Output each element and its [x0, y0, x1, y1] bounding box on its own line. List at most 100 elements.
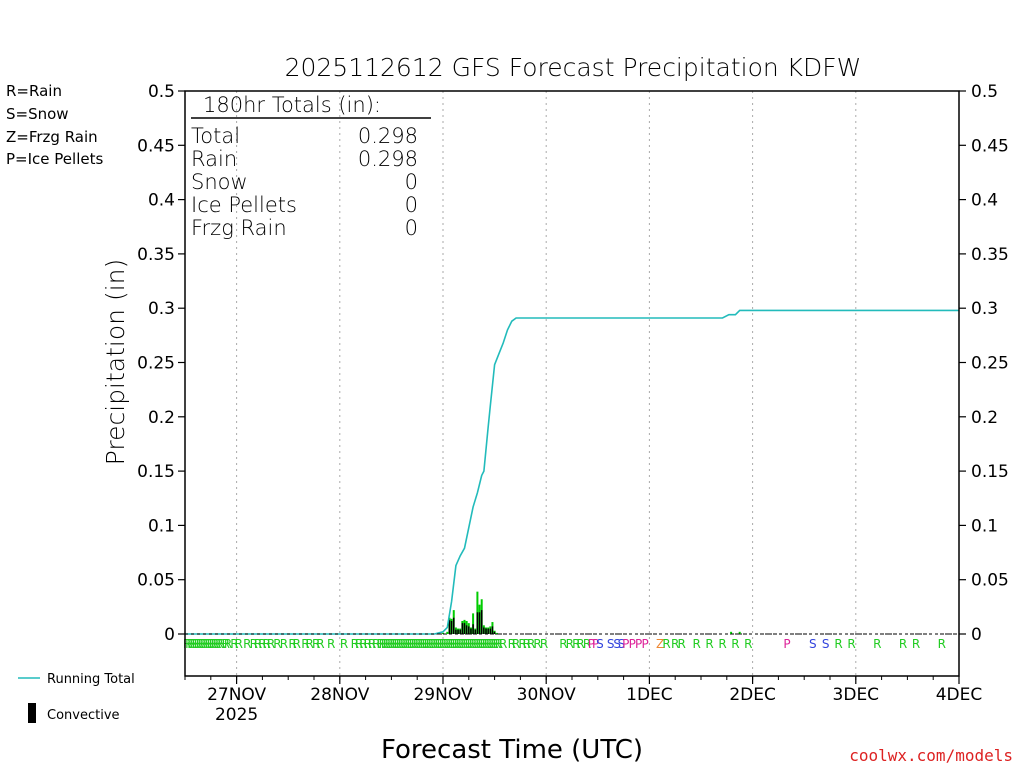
convective-bar — [489, 628, 492, 634]
y-tick-label: 0.5 — [148, 82, 175, 102]
ptype-marker: R — [533, 637, 541, 651]
convective-bar — [453, 617, 455, 634]
legend-ice-pellets: P=Ice Pellets — [6, 150, 103, 168]
y-tick-label-right: 0.4 — [971, 191, 998, 211]
ptype-marker: S — [618, 637, 626, 651]
precip-bar — [472, 613, 475, 634]
ptype-marker: R — [471, 637, 479, 651]
y-tick-label-right: 0.15 — [971, 462, 1009, 482]
ptype-marker: P — [629, 637, 636, 651]
totals-row-label: Ice Pellets — [191, 193, 297, 217]
ptype-marker: R — [368, 637, 376, 651]
ptype-marker: R — [398, 637, 406, 651]
ptype-marker: P — [588, 637, 595, 651]
ptype-marker: R — [428, 637, 436, 651]
x-tick-label: 4DEC — [936, 685, 983, 705]
precip-bar — [730, 631, 733, 634]
ptype-marker: R — [493, 637, 501, 651]
y-tick-label: 0.05 — [137, 571, 175, 591]
plot-frame — [184, 90, 960, 677]
totals-rows: Total 0.298 Rain 0.298 Snow 0 Ice Pellets 0 Frzg… — [191, 124, 418, 240]
ptype-marker: R — [443, 637, 451, 651]
y-tick-label-right: 0.05 — [971, 571, 1009, 591]
y-tick-label-right: 0.3 — [971, 299, 998, 319]
totals-row-label: Total — [191, 124, 240, 148]
ptype-marker: R — [185, 637, 193, 651]
convective-bar — [465, 625, 468, 634]
precip-bar — [446, 631, 449, 634]
ptype-marker: R — [938, 637, 946, 651]
ptype-marker: R — [359, 637, 367, 651]
ptype-marker: R — [527, 637, 535, 651]
convective-bar — [487, 628, 489, 634]
ptype-marker: R — [456, 637, 464, 651]
convective-swatch — [28, 703, 36, 723]
ptype-marker: S — [596, 637, 604, 651]
ptype-marker: R — [409, 637, 417, 651]
ptype-marker: R — [458, 637, 466, 651]
ptype-marker: R — [430, 637, 438, 651]
ptype-marker: S — [809, 637, 817, 651]
convective-bar — [450, 620, 453, 634]
ptype-marker: R — [327, 637, 335, 651]
ptype-marker: R — [475, 637, 483, 651]
ptype-marker: R — [254, 637, 262, 651]
ptype-marker: R — [731, 637, 739, 651]
ptype-marker: R — [400, 637, 408, 651]
convective-bars — [448, 610, 496, 634]
ptype-marker: R — [490, 637, 498, 651]
y-axis-label: Precipitation (in) — [101, 259, 130, 466]
convective-bar — [476, 612, 479, 634]
ptype-marker: R — [465, 637, 473, 651]
ptype-marker: R — [340, 637, 348, 651]
ptype-marker: R — [243, 637, 251, 651]
ptype-marker: R — [196, 637, 204, 651]
ptype-marker: R — [437, 637, 445, 651]
ptype-marker: R — [435, 637, 443, 651]
y-tick-label-right: 0 — [971, 625, 982, 645]
ptype-marker: R — [473, 637, 481, 651]
convective-bar — [468, 626, 470, 634]
gridlines — [236, 91, 857, 676]
ptype-marker: R — [495, 637, 503, 651]
ptype-marker: R — [445, 637, 453, 651]
ptype-marker: R — [576, 637, 584, 651]
ptype-marker: R — [213, 637, 221, 651]
ptype-marker: R — [413, 637, 421, 651]
convective-bar — [478, 612, 481, 634]
ptype-marker: R — [559, 637, 567, 651]
ptype-marker: R — [376, 637, 384, 651]
ptype-marker: R — [381, 637, 389, 651]
ptype-marker: R — [204, 637, 212, 651]
ptype-marker: R — [540, 637, 548, 651]
ptype-marker: R — [222, 637, 230, 651]
running-total-path — [185, 309, 959, 635]
ptype-marker: R — [572, 637, 580, 651]
ptype-marker: R — [417, 637, 425, 651]
ptype-marker: P — [641, 637, 648, 651]
ptype-marker: R — [518, 637, 526, 651]
ptype-marker: R — [235, 637, 243, 651]
ptype-marker: R — [312, 637, 320, 651]
y-tick-label-right: 0.1 — [971, 516, 998, 536]
ptype-marker: S — [822, 637, 830, 651]
legend-frzg-rain: Z=Frzg Rain — [6, 128, 98, 146]
ptype-marker: R — [215, 637, 223, 651]
ptype-marker: R — [404, 637, 412, 651]
y-tick-label: 0.45 — [137, 136, 175, 156]
ptype-marker: R — [450, 637, 458, 651]
totals-box: 180hr Totals (in): Total 0.298 Rain 0.298 Sn… — [191, 93, 431, 240]
totals-row-value: 0.298 — [358, 147, 418, 171]
ptype-marker: R — [402, 637, 410, 651]
ptype-marker: R — [217, 637, 225, 651]
convective-legend-label: Convective — [47, 708, 120, 723]
x-tick-label: 29NOV — [413, 685, 472, 705]
convective-bar — [493, 631, 496, 634]
convective-bar — [457, 629, 459, 634]
y-tick-label: 0.3 — [148, 299, 175, 319]
totals-header: 180hr Totals (in): — [203, 93, 381, 117]
convective-bar — [472, 624, 474, 634]
totals-row-value: 0 — [405, 170, 418, 194]
